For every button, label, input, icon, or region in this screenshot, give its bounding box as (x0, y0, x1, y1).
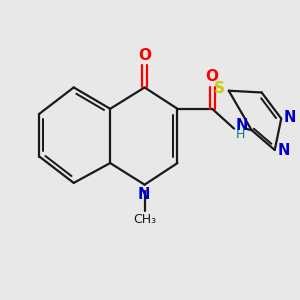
Text: O: O (138, 47, 151, 62)
Text: O: O (206, 69, 219, 84)
Text: N: N (278, 143, 290, 158)
Text: N: N (235, 118, 248, 133)
Text: CH₃: CH₃ (133, 213, 156, 226)
Text: N: N (138, 187, 150, 202)
Text: H: H (235, 128, 245, 141)
Text: S: S (214, 80, 225, 95)
Text: N: N (284, 110, 296, 125)
